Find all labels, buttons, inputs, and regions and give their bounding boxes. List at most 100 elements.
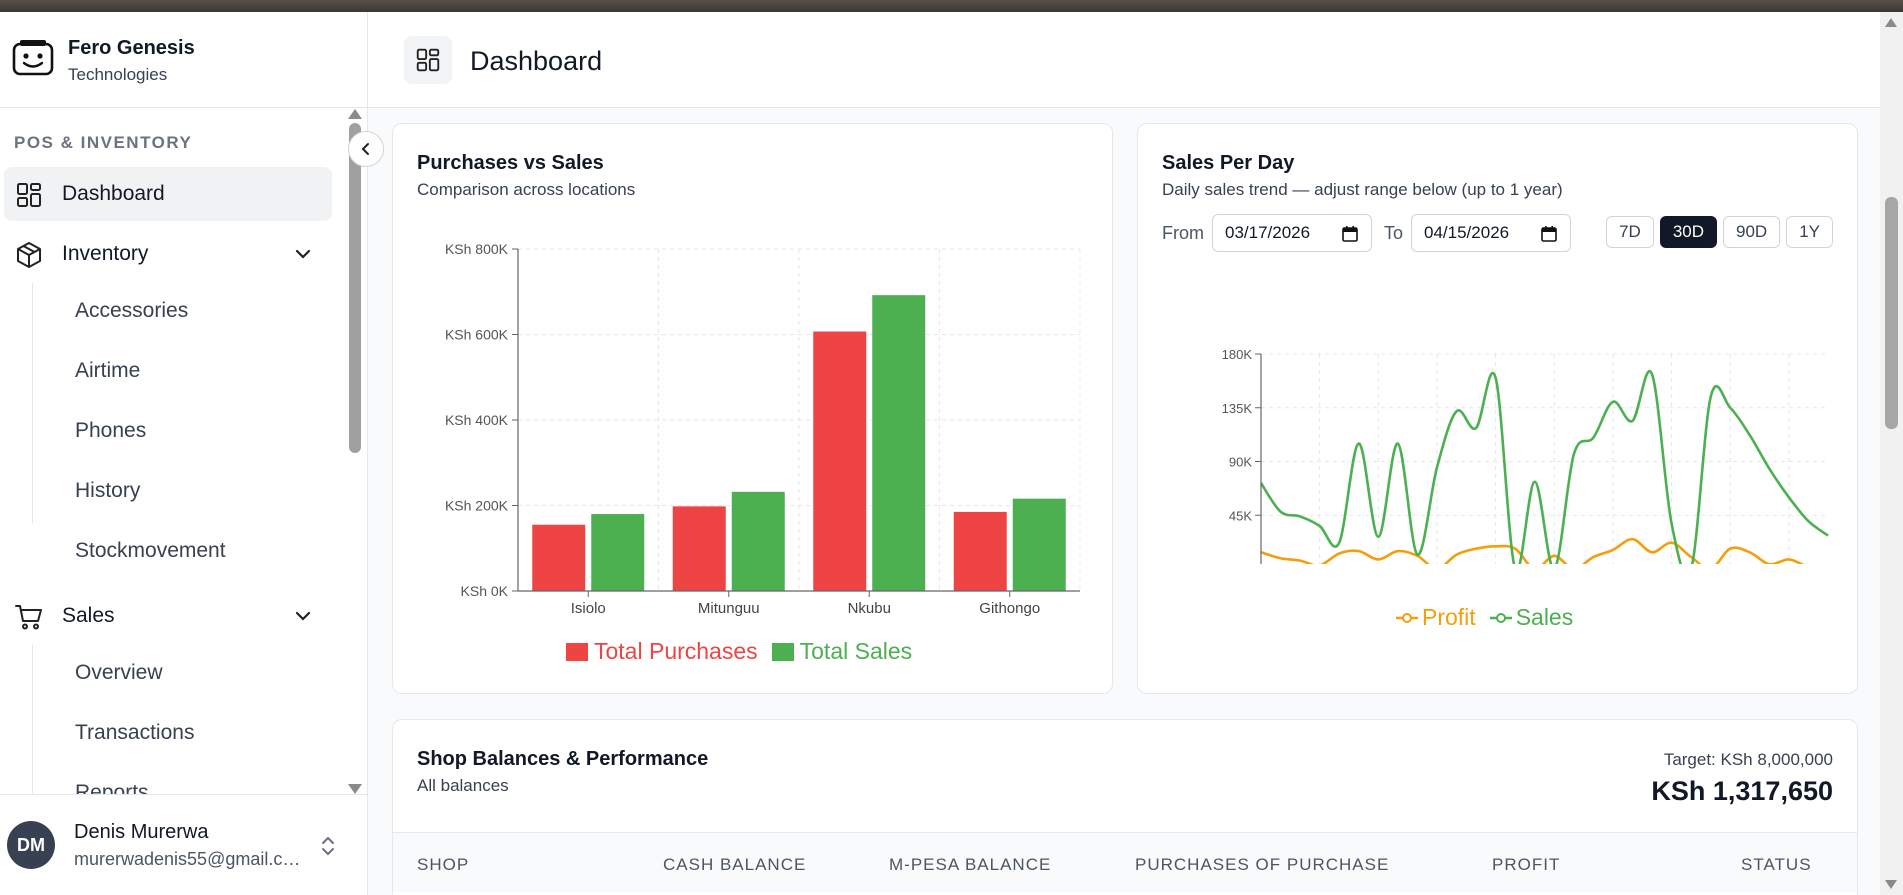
y-tick-label: KSh 400K [445, 412, 509, 428]
sidebar-subitem-reports[interactable]: Reports [75, 781, 149, 794]
chart-legend: Total Purchases Total Sales [566, 638, 926, 665]
to-date-input[interactable]: 04/15/2026 [1411, 214, 1572, 252]
sidebar-item-dashboard[interactable]: Dashboard [4, 167, 332, 221]
y-tick-label: 180K [1222, 347, 1253, 362]
column-header-status[interactable]: STATUS [1741, 855, 1812, 874]
x-tick-label: Nkubu [848, 600, 891, 617]
column-header-mpesa-balance[interactable]: M-PESA BALANCE [889, 855, 1052, 874]
sidebar-subitem-airtime[interactable]: Airtime [75, 359, 141, 382]
chevron-down-icon [295, 611, 311, 621]
card-subtitle: All balances [417, 776, 509, 795]
submenu-divider [32, 645, 33, 794]
bar-total-purchases [953, 511, 1007, 591]
scroll-down-arrow-icon[interactable] [348, 784, 362, 794]
bar-total-sales [731, 491, 785, 591]
total-balance-value: KSh 1,317,650 [1651, 776, 1833, 806]
sidebar-nav: POS & INVENTORY Dashboard Inventory Acce… [0, 109, 344, 794]
legend-label: Profit [1422, 604, 1476, 630]
dashboard-grid-icon [416, 48, 440, 72]
main-content: Purchases vs Sales Comparison across loc… [368, 108, 1880, 895]
legend-item-profit[interactable]: Profit [1396, 604, 1476, 631]
avatar: DM [7, 821, 55, 869]
card-title: Purchases vs Sales [417, 152, 604, 174]
y-tick-label: KSh 200K [445, 498, 509, 514]
range-1y-button[interactable]: 1Y [1786, 216, 1833, 248]
series-line-profit [1260, 537, 1805, 564]
chart-legend: Profit Sales [1396, 604, 1587, 631]
column-header-cash-balance[interactable]: CASH BALANCE [663, 855, 807, 874]
user-name: Denis Murerwa [74, 821, 209, 843]
shop-balances-card: Shop Balances & Performance All balances… [392, 719, 1858, 895]
y-tick-label: KSh 600K [445, 327, 509, 343]
sales-per-day-line-chart: 0K45K90K135K180K17/320/323/326/329/31/44… [1222, 347, 1829, 564]
bar-total-purchases [672, 506, 726, 591]
column-header-profit[interactable]: PROFIT [1492, 855, 1561, 874]
sidebar-scrollbar[interactable] [346, 109, 364, 794]
range-30d-button[interactable]: 30D [1659, 216, 1718, 248]
sidebar-subitem-accessories[interactable]: Accessories [75, 299, 189, 322]
legend-line-marker-icon [1489, 612, 1512, 623]
sidebar-item-inventory[interactable]: Inventory [4, 227, 332, 281]
column-header-shop[interactable]: SHOP [417, 855, 470, 874]
sidebar-item-label: Sales [62, 604, 115, 627]
x-tick-label: Mitunguu [698, 600, 760, 617]
header-icon-box [404, 36, 452, 84]
sidebar-scroll-thumb[interactable] [349, 123, 361, 453]
main-scrollbar[interactable] [1880, 12, 1903, 895]
card-subtitle: Daily sales trend — adjust range below (… [1162, 180, 1563, 199]
sidebar-subitem-transactions[interactable]: Transactions [75, 721, 195, 744]
y-tick-label: 45K [1229, 508, 1252, 523]
main-scroll-thumb[interactable] [1885, 197, 1898, 429]
range-90d-button[interactable]: 90D [1723, 216, 1781, 248]
chevron-down-icon [295, 249, 311, 259]
from-label: From [1162, 222, 1204, 243]
chevron-up-down-icon [322, 836, 334, 856]
y-tick-label: 0K [1236, 562, 1252, 564]
purchases-vs-sales-card: Purchases vs Sales Comparison across loc… [392, 123, 1113, 694]
sidebar-item-sales[interactable]: Sales [4, 589, 332, 643]
brand-subtitle: Technologies [68, 65, 168, 84]
balances-table-header: SHOP CASH BALANCE M-PESA BALANCE PURCHAS… [393, 832, 1857, 892]
range-buttons: 7D 30D 90D 1Y [1606, 216, 1833, 248]
scroll-up-arrow-icon[interactable] [1885, 18, 1897, 27]
scroll-up-arrow-icon[interactable] [348, 109, 362, 119]
y-tick-label: 90K [1229, 455, 1252, 470]
sidebar: Fero Genesis Technologies POS & INVENTOR… [0, 12, 368, 895]
sidebar-subitem-history[interactable]: History [75, 479, 141, 502]
legend-swatch [771, 642, 794, 661]
sidebar-subitem-stockmovement[interactable]: Stockmovement [75, 539, 226, 562]
purchases-sales-bar-chart: KSh 0K KSh 200K KSh 400K KSh 600K KSh 800K Is… [445, 241, 1081, 617]
y-tick-label: KSh 800K [445, 241, 509, 257]
x-tick-label: Isiolo [571, 600, 606, 617]
sidebar-subitem-overview[interactable]: Overview [75, 661, 163, 684]
nav-section-label: POS & INVENTORY [14, 133, 193, 152]
legend-line-marker-icon [1396, 612, 1418, 623]
calendar-icon[interactable] [1341, 225, 1359, 243]
box-icon [17, 242, 41, 268]
legend-label: Total Sales [799, 638, 913, 664]
legend-item-sales[interactable]: Sales [1489, 604, 1573, 631]
legend-item-purchases[interactable]: Total Purchases [566, 638, 758, 665]
series-line-sales [1259, 370, 1829, 564]
collapse-sidebar-button[interactable] [348, 131, 384, 167]
x-tick-label: Githongo [979, 600, 1040, 617]
sidebar-subitem-phones[interactable]: Phones [75, 419, 147, 442]
column-header-purchases[interactable]: PURCHASES OF PURCHASE [1135, 855, 1390, 874]
range-7d-button[interactable]: 7D [1606, 216, 1654, 248]
legend-item-sales[interactable]: Total Sales [771, 638, 913, 665]
bar-total-sales [1012, 498, 1066, 591]
bar-total-purchases [813, 331, 867, 591]
user-menu[interactable]: DM Denis Murerwa murerwadenis55@gmail.co… [0, 794, 367, 895]
calendar-icon[interactable] [1540, 225, 1558, 243]
scroll-down-arrow-icon[interactable] [1885, 880, 1897, 889]
from-date-input[interactable]: 03/17/2026 [1212, 214, 1372, 252]
y-tick-label: 135K [1222, 401, 1253, 416]
user-email: murerwadenis55@gmail.com [74, 849, 304, 869]
robot-logo-icon [12, 40, 54, 76]
cart-icon [15, 605, 42, 630]
legend-label: Total Purchases [594, 638, 758, 664]
bar-total-purchases [532, 524, 586, 591]
submenu-divider [32, 283, 33, 523]
window-top-strip [0, 0, 1903, 12]
card-subtitle: Comparison across locations [417, 180, 636, 199]
